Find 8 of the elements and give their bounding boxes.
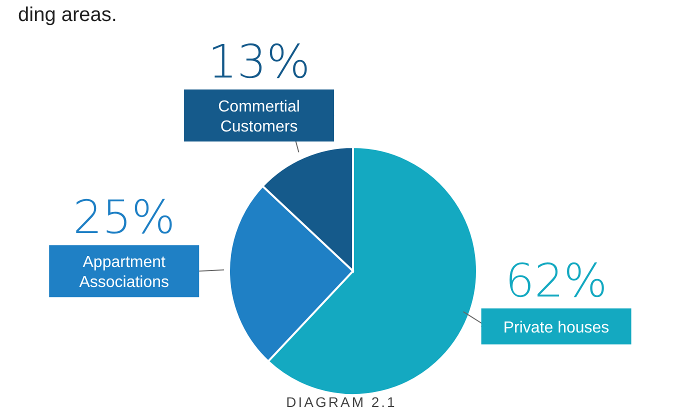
data-label: 13%: [208, 34, 310, 88]
slice-label: Commertial Customers: [218, 98, 300, 136]
slice-label: Private houses: [503, 319, 610, 336]
data-label: 25%: [72, 190, 176, 244]
slice-label: Appartment Associations: [79, 254, 170, 292]
data-label: 62%: [505, 253, 608, 308]
text: ding areas.: [18, 4, 117, 27]
text: DIAGRAM 2.1: [285, 394, 398, 410]
